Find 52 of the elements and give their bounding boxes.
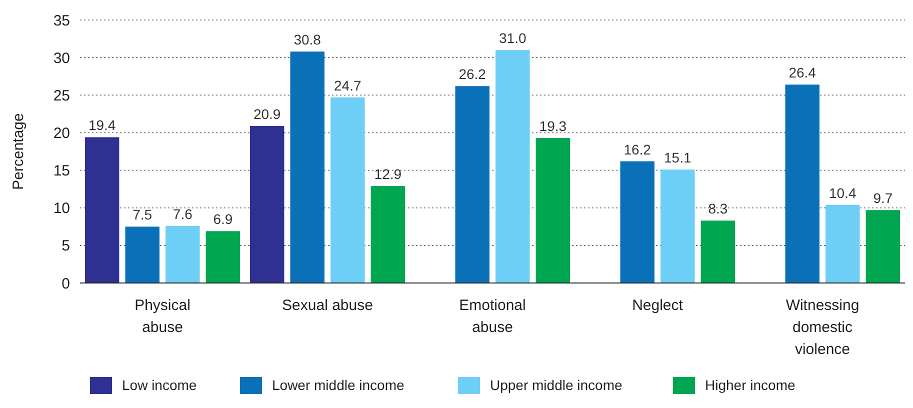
y-tick-label: 5 [62,238,70,255]
data-label: 20.9 [253,106,281,122]
x-tick-label: Physical abuse [134,297,190,336]
x-tick-label: Neglect [632,297,684,314]
data-label: 26.2 [458,66,486,82]
bar [84,137,120,283]
y-tick-label: 0 [62,275,70,292]
legend-label: Upper middle income [490,376,622,393]
y-tick-label: 20 [53,124,70,142]
bar [496,50,530,283]
bar [166,226,200,283]
y-tick-label: 15 [53,162,70,180]
bar [290,52,324,283]
data-label: 6.9 [213,211,233,228]
data-label: 24.7 [334,77,362,94]
bar [866,210,900,283]
data-label: 8.3 [708,200,728,217]
bar [785,84,820,283]
bar [536,138,570,283]
data-label: 10.4 [829,184,856,201]
data-label: 19.4 [88,117,116,134]
x-tick-label: Witnessing domestic violence [786,297,860,358]
data-label: 26.4 [788,64,816,81]
x-tick-label: Emotional abuse [459,297,526,336]
data-label: 16.2 [624,141,652,158]
data-label: 12.9 [374,166,402,182]
data-label: 15.1 [664,150,692,166]
legend-label: Higher income [705,376,796,393]
data-label: 31.0 [499,30,526,46]
x-tick-label: Sexual abuse [282,297,373,314]
y-tick-label: 30 [53,50,70,67]
bar [620,161,654,283]
legend-label: Low income [122,376,197,393]
bar [826,204,860,283]
bar [206,231,240,283]
data-label: 30.8 [294,32,322,48]
data-label: 7.6 [172,206,193,222]
bar [660,170,695,283]
bar [330,97,365,283]
y-tick-label: 35 [53,12,70,30]
data-label: 9.7 [873,190,893,206]
bar [250,126,284,283]
y-axis-title: Percentage [10,113,27,190]
bar [125,226,160,283]
bar [370,186,406,283]
y-tick-label: 10 [53,200,70,218]
data-label: 7.5 [132,206,152,223]
legend-label: Lower middle income [272,376,404,393]
bar [455,86,490,283]
bar [700,220,736,283]
data-label: 19.3 [539,118,567,134]
y-tick-label: 25 [53,87,70,104]
